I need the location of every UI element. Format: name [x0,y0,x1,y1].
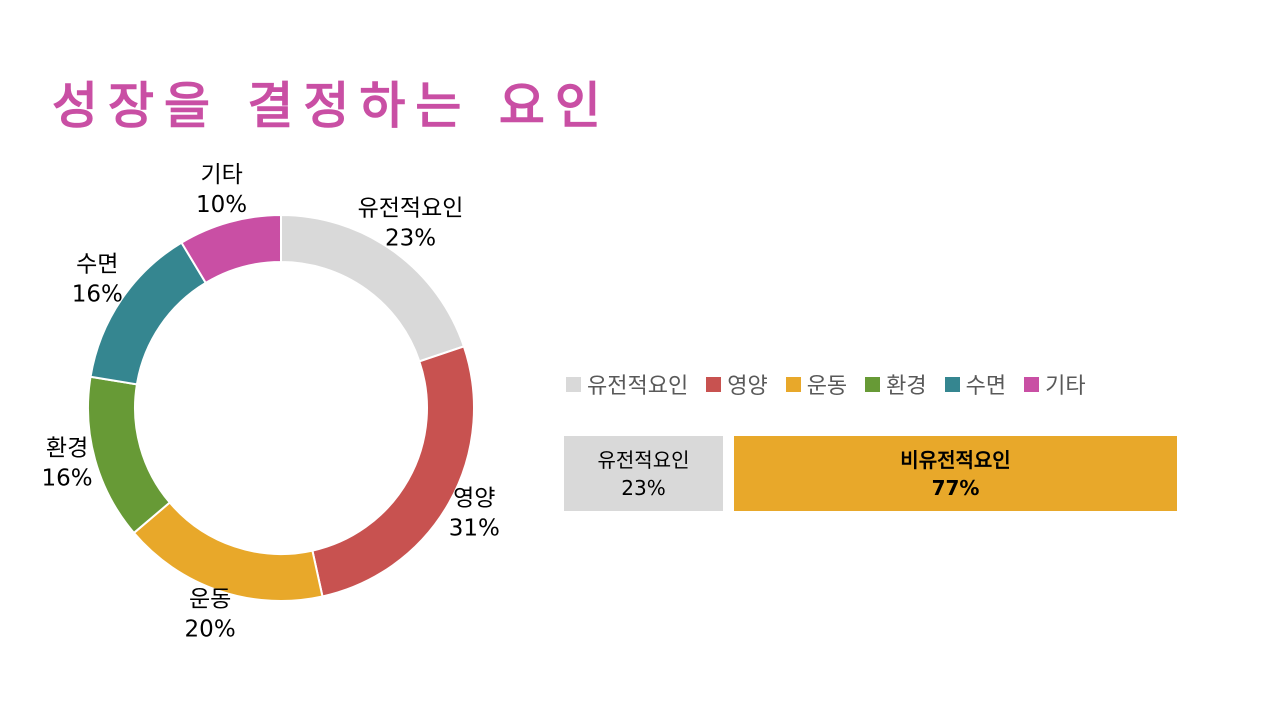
legend-swatch [1024,376,1040,392]
legend-swatch [944,376,960,392]
legend-item-genetic: 유전적요인 [566,368,688,400]
slice-label: 환경 16% [42,435,93,491]
legend-item-exercise: 운동 [785,368,848,400]
legend-label: 운동 [806,374,848,399]
slice-label: 유전적요인 23% [358,196,464,252]
donut-slice [280,213,466,363]
slide-title: 성장을 결정하는 요인 [52,77,611,135]
legend-swatch [865,376,881,392]
legend-label: 기타 [1045,374,1086,399]
legend-item-other: 기타 [1024,368,1086,400]
slice-label: 영양 31% [449,485,500,541]
legend-label: 환경 [886,374,927,399]
legend-label: 유전적요인 [587,374,689,399]
legend-item-sleep: 수면 [944,368,1007,400]
legend-label: 영양 [727,374,768,399]
legend-item-nutrition: 영양 [706,368,768,400]
slice-label: 기타 10% [196,162,247,218]
legend-swatch [706,376,722,392]
legend-swatch [785,376,801,392]
bar-value: 77% [931,475,980,500]
non-genetic-bar: 비유전적요인 77% [734,436,1177,511]
legend-item-environment: 환경 [865,368,927,400]
slice-label: 운동 20% [185,586,236,642]
slice-label: 수면 16% [72,251,123,307]
genetic-bar: 유전적요인 23% [564,436,723,511]
bar-value: 23% [621,475,666,500]
donut-chart: 유전적요인 23% 영양 31% 운동 20% 환경 16% 수면 16% 기타 10% [42,162,500,642]
bar-label: 비유전적요인 [900,447,1011,472]
bar-label: 유전적요인 [597,447,690,472]
legend-label: 수면 [965,374,1007,399]
chart-legend: 유전적요인 영양 운동 환경 수면 기타 [566,368,1086,400]
legend-swatch [566,376,581,392]
donut-slice [87,375,172,535]
donut-slice [180,213,282,285]
donut-slice [311,345,475,598]
